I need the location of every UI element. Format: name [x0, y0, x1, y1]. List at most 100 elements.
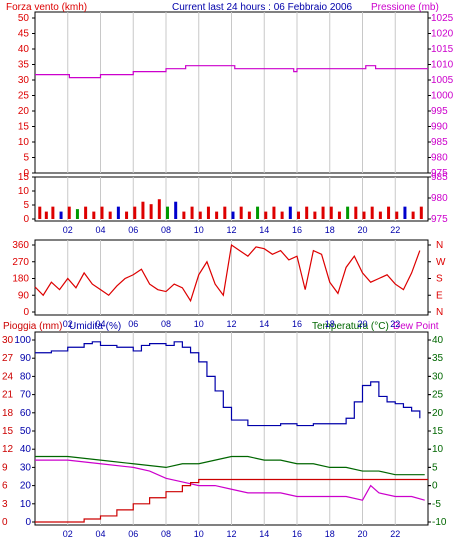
temperature-axis-tick-label: 30 [432, 371, 444, 382]
wind-speed-axis-tick-label: 20 [18, 106, 30, 117]
wind-speed-bar [337, 211, 341, 219]
wind-speed-bar [395, 211, 399, 219]
rain-axis-tick-label: 27 [2, 353, 14, 364]
temperature-axis-tick-label: 40 [432, 335, 444, 346]
temperature-axis-tick-label: 20 [432, 408, 444, 419]
temperature-axis-tick-label: -10 [432, 517, 447, 528]
rain-axis-label: Pioggia (mm) [3, 321, 62, 332]
wind-speed-axis-tick-label: 45 [18, 29, 30, 40]
wind-axis-tick-label: 15 [18, 172, 30, 183]
time-tick-label: 16 [292, 225, 302, 235]
dewpoint-line [35, 459, 425, 501]
rain-axis-tick-label: 6 [2, 481, 8, 492]
wind-direction-line [34, 243, 421, 303]
time-tick-label: 02 [63, 529, 73, 539]
wind-speed-bar [141, 201, 145, 219]
time-tick-label: 16 [292, 319, 302, 329]
rain-axis-tick-label: 9 [2, 462, 8, 473]
wind-speed-bar [370, 206, 374, 219]
time-tick-label: 18 [325, 225, 335, 235]
compass-axis-tick-label: W [436, 257, 446, 268]
rain-axis-tick-label: 0 [2, 517, 8, 528]
time-tick-label: 20 [357, 529, 367, 539]
wind-speed-bar [313, 211, 317, 219]
time-tick-label: 12 [226, 225, 236, 235]
time-tick-label: 18 [325, 529, 335, 539]
humidity-axis-tick-label: 60 [20, 408, 32, 419]
wind-speed-bar [419, 206, 423, 219]
wind-speed-bar [329, 206, 333, 219]
chart-title: Current last 24 hours : 06 Febbraio 2006 [172, 2, 353, 13]
wind-speed-bar [67, 206, 71, 219]
humidity-axis-label: Umidita (%) [69, 321, 121, 332]
wind-speed-bar [157, 199, 161, 219]
wind-speed-bar [166, 206, 169, 219]
wind-speed-bar [116, 206, 120, 219]
wind-speed-bar [239, 206, 243, 219]
wind-speed-bar [59, 211, 63, 219]
rain-line [35, 478, 428, 523]
time-tick-label: 08 [161, 319, 171, 329]
wind-speed-bar [108, 211, 112, 219]
temperature-axis-tick-label: 15 [432, 426, 444, 437]
time-tick-label: 14 [259, 225, 269, 235]
wind-speed-bar [297, 211, 300, 219]
wind-speed-bar [133, 206, 137, 219]
time-tick-label: 12 [226, 319, 236, 329]
time-tick-label: 20 [357, 319, 367, 329]
temperature-axis-tick-label: -5 [432, 499, 441, 510]
pressure-axis-tick-label: 990 [431, 122, 448, 133]
wind-speed-bar [174, 201, 178, 219]
wind-speed-bar [362, 211, 366, 219]
wind-speed-bar [51, 206, 55, 219]
direction-axis-tick-label: 180 [12, 274, 29, 285]
time-tick-label: 14 [259, 529, 269, 539]
time-tick-label: 16 [292, 529, 302, 539]
humidity-axis-tick-label: 30 [20, 462, 32, 473]
wind-speed-bar [247, 211, 251, 219]
temperature-axis-tick-label: 25 [432, 390, 444, 401]
time-tick-label: 04 [95, 319, 105, 329]
pressure-axis-tick-label: 980 [431, 153, 448, 164]
pressure-axis-tick-label: 975 [431, 168, 448, 179]
time-tick-label: 12 [226, 529, 236, 539]
rain-axis-tick-label: 18 [2, 408, 14, 419]
wind-pressure-axis-tick-label: 985 [431, 172, 448, 183]
pressure-axis-tick-label: 1015 [431, 44, 454, 55]
wind-speed-axis-tick-label: 10 [18, 137, 30, 148]
wind-pressure-axis-tick-label: 980 [431, 193, 448, 204]
pressure-axis-tick-label: 1020 [431, 29, 454, 40]
humidity-axis-tick-label: 0 [25, 517, 31, 528]
wind-speed-bar [411, 211, 415, 219]
rain-axis-tick-label: 12 [2, 444, 14, 455]
wind-pressure-axis-tick-label: 975 [431, 214, 448, 225]
wind-speed-bar [84, 206, 88, 219]
wind-speed-bar [354, 206, 358, 219]
rain-axis-tick-label: 24 [2, 371, 14, 382]
temperature-axis-tick-label: 5 [432, 462, 438, 473]
temperature-line [35, 455, 425, 476]
wind-speed-bar [231, 211, 235, 219]
time-tick-label: 02 [63, 225, 73, 235]
compass-axis-tick-label: N [436, 307, 443, 318]
wind-speed-bar [38, 206, 42, 219]
humidity-axis-tick-label: 20 [20, 481, 32, 492]
time-tick-label: 08 [161, 529, 171, 539]
time-tick-label: 06 [128, 225, 138, 235]
humidity-axis-tick-label: 70 [20, 390, 32, 401]
humidity-axis-tick-label: 50 [20, 426, 32, 437]
wind-speed-bar [280, 211, 284, 219]
wind-speed-bar [223, 206, 227, 219]
wind-speed-bar [378, 211, 382, 219]
wind-speed-bar [75, 209, 79, 219]
direction-axis-tick-label: 0 [23, 307, 29, 318]
wind-speed-axis-tick-label: 5 [23, 153, 29, 164]
time-tick-label: 04 [95, 529, 105, 539]
header-pressure-label: Pressione (mb) [371, 2, 439, 13]
time-tick-label: 22 [390, 319, 400, 329]
time-tick-label: 10 [194, 529, 204, 539]
humidity-axis-tick-label: 100 [14, 335, 31, 346]
time-tick-label: 06 [128, 319, 138, 329]
time-tick-label: 02 [63, 319, 73, 329]
